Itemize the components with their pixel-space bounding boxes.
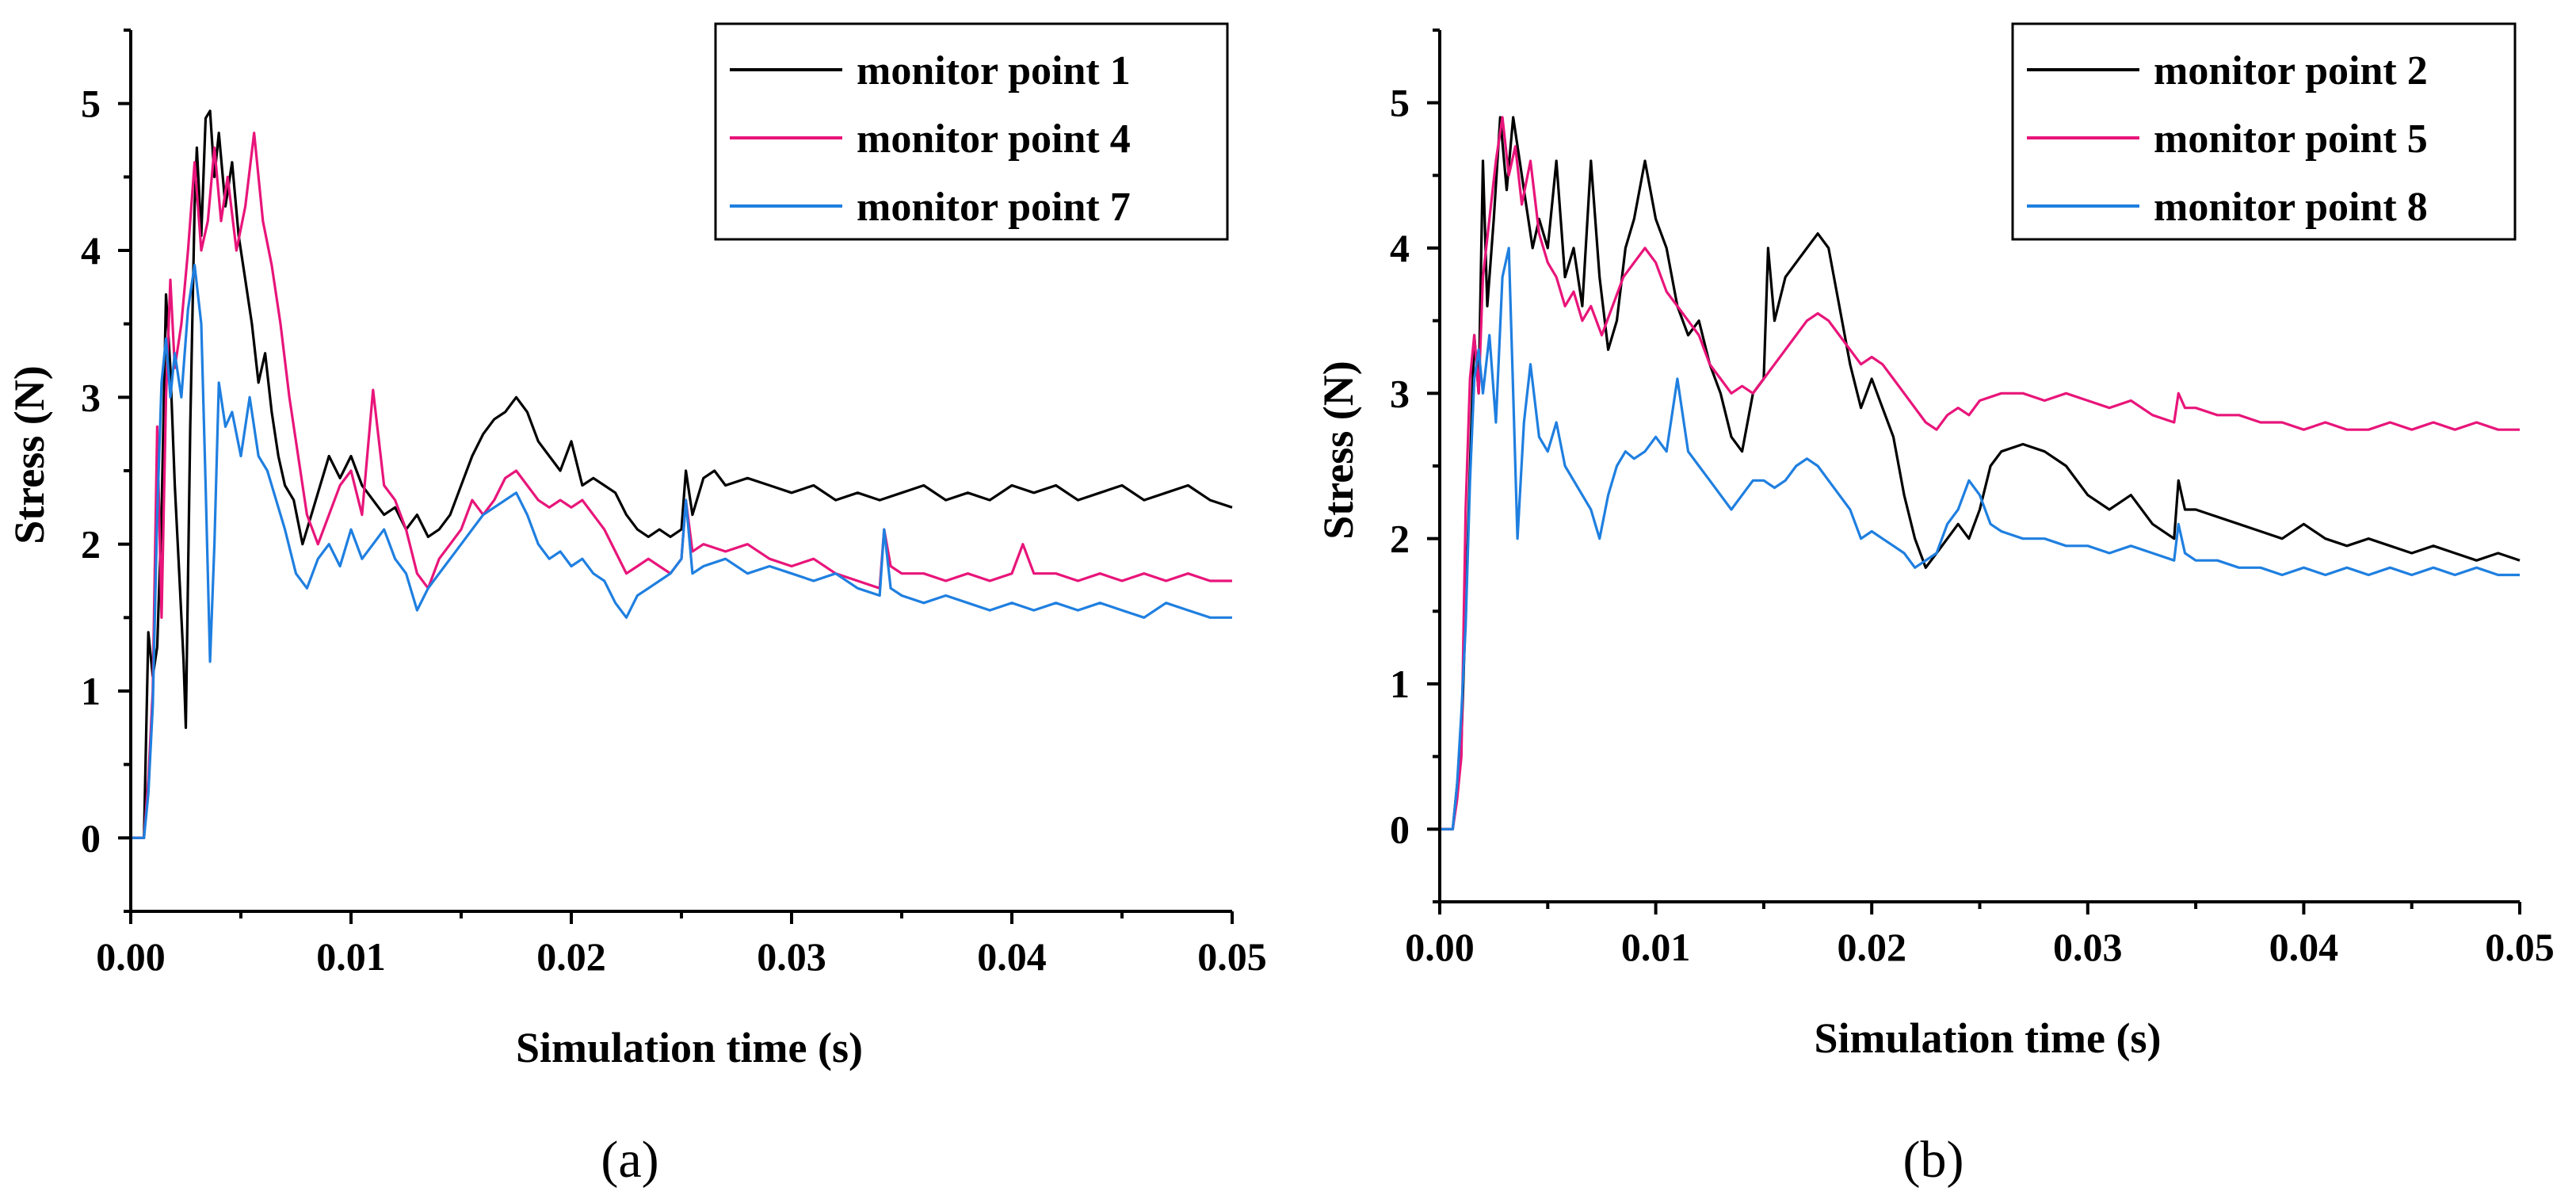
y-tick-label: 0 <box>1390 807 1410 851</box>
legend-label: monitor point 8 <box>2154 185 2428 230</box>
panel-label: (a) <box>601 1131 658 1189</box>
y-tick-label: 2 <box>1390 517 1410 561</box>
legend-label: monitor point 1 <box>857 48 1131 94</box>
x-axis-title: Simulation time (s) <box>516 1024 863 1071</box>
x-tick-label: 0.02 <box>1837 925 1906 969</box>
series-line-monitor-point-5 <box>1440 116 2520 831</box>
legend-box <box>2011 22 2517 241</box>
y-tick-label: 4 <box>81 228 101 273</box>
x-tick-label: 0.04 <box>2269 925 2339 969</box>
legend: monitor point 1 monitor point 4 monitor po… <box>714 22 1229 241</box>
x-tick-label: 0.04 <box>977 934 1047 979</box>
legend-box <box>714 22 1229 241</box>
series-line-monitor-point-7 <box>131 263 1232 839</box>
y-tick-label: 4 <box>1390 226 1410 270</box>
x-tick-label: 0.02 <box>536 934 606 979</box>
series-line-monitor-point-8 <box>1440 246 2520 831</box>
legend-label: monitor point 7 <box>857 185 1131 230</box>
y-tick-label: 3 <box>1390 371 1410 415</box>
legend: monitor point 2 monitor point 5 monitor po… <box>2011 22 2517 241</box>
x-tick-label: 0.03 <box>2053 925 2123 969</box>
x-tick-label: 0.01 <box>1621 925 1691 969</box>
x-tick-label: 0.03 <box>757 934 826 979</box>
series-line-monitor-point-2 <box>1440 116 2521 831</box>
legend-label: monitor point 4 <box>857 116 1131 162</box>
series-line-monitor-point-4 <box>131 132 1232 839</box>
y-tick-label: 5 <box>1390 81 1410 125</box>
chart-panel-a: 0 1 2 3 4 5 0.00 0.01 0.02 0.03 0.04 0.05 Simulation… <box>6 22 1267 1189</box>
x-tick-label: 0.00 <box>96 934 166 979</box>
x-tick-label: 0.01 <box>316 934 386 979</box>
panel-label: (b) <box>1903 1131 1964 1189</box>
y-tick-label: 1 <box>81 669 101 713</box>
y-axis-title: Stress (N) <box>1315 361 1362 539</box>
x-tick-label: 0.00 <box>1405 925 1475 969</box>
y-tick-label: 1 <box>1390 662 1410 706</box>
y-tick-label: 5 <box>81 82 101 126</box>
y-tick-label: 3 <box>81 375 101 419</box>
legend-label: monitor point 2 <box>2154 48 2428 94</box>
x-tick-label: 0.05 <box>1197 934 1267 979</box>
y-axis-title: Stress (N) <box>6 365 53 544</box>
x-tick-label: 0.05 <box>2485 925 2555 969</box>
chart-panel-b: 0 1 2 3 4 5 0.00 0.01 0.02 0.03 0.04 0.05 Simulation… <box>1315 22 2555 1189</box>
series-line-monitor-point-1 <box>131 109 1233 839</box>
y-tick-label: 2 <box>81 522 101 567</box>
y-tick-label: 0 <box>81 815 101 860</box>
x-axis-title: Simulation time (s) <box>1815 1014 2162 1062</box>
legend-label: monitor point 5 <box>2154 116 2428 162</box>
